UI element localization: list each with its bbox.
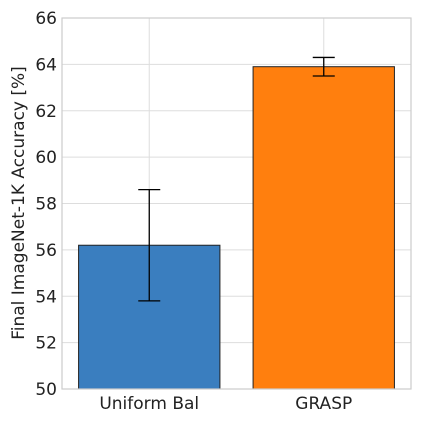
x-tick-label: Uniform Bal xyxy=(99,394,199,414)
plot-frame xyxy=(61,17,412,390)
error-bar-uniform-bal xyxy=(138,188,161,302)
error-bars xyxy=(138,56,335,302)
y-tick-label: 56 xyxy=(35,241,57,261)
y-axis-label: Final ImageNet-1K Accuracy [%] xyxy=(9,66,29,340)
x-tick-labels: Uniform Bal GRASP xyxy=(99,394,352,414)
y-tick-label: 52 xyxy=(35,334,57,354)
y-tick-label: 60 xyxy=(35,148,57,168)
y-tick-label: 58 xyxy=(35,195,57,215)
y-tick-label: 66 xyxy=(35,9,57,29)
bars xyxy=(78,66,395,390)
y-tick-label: 54 xyxy=(35,287,57,307)
bar-grasp xyxy=(252,66,395,390)
error-bar-grasp xyxy=(312,56,335,77)
y-tick-labels: 50 52 54 56 58 60 62 64 66 xyxy=(35,9,57,400)
y-tick-label: 62 xyxy=(35,102,57,122)
x-tick-label: GRASP xyxy=(295,394,352,414)
y-tick-label: 64 xyxy=(35,55,57,75)
y-tick-label: 50 xyxy=(35,380,57,400)
